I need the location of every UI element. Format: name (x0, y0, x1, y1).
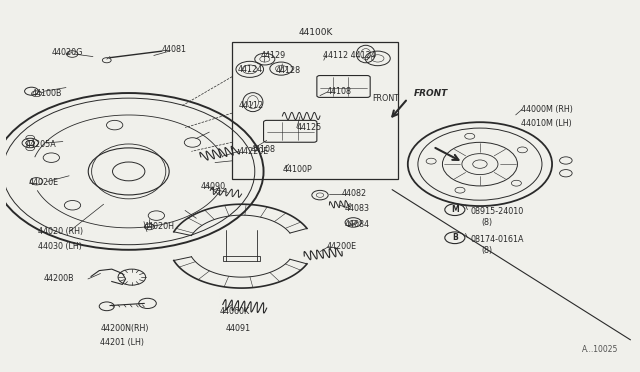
Text: 44220E: 44220E (239, 147, 269, 156)
Text: (8): (8) (482, 246, 493, 256)
Text: 44200E: 44200E (326, 242, 356, 251)
Text: 44128: 44128 (276, 65, 301, 74)
Text: 44100P: 44100P (282, 165, 312, 174)
Text: M: M (451, 205, 459, 214)
Text: 44082: 44082 (342, 189, 367, 198)
Text: 44108: 44108 (251, 145, 276, 154)
Text: 44030 (LH): 44030 (LH) (38, 242, 82, 251)
Text: 44090: 44090 (201, 182, 226, 190)
Text: 44200N(RH): 44200N(RH) (100, 324, 149, 333)
Text: B: B (452, 233, 458, 242)
Text: 44112 44124: 44112 44124 (323, 51, 376, 60)
Text: 44020H: 44020H (143, 222, 174, 231)
Text: FRONT: FRONT (414, 89, 449, 97)
Text: (8): (8) (482, 218, 493, 227)
Text: 44108: 44108 (326, 87, 351, 96)
Text: 44010M (LH): 44010M (LH) (521, 119, 572, 128)
Text: 44020G: 44020G (52, 48, 83, 57)
Text: 44100B: 44100B (31, 89, 62, 97)
Text: 44205A: 44205A (25, 140, 56, 148)
Text: 44200B: 44200B (44, 275, 75, 283)
Text: 44201 (LH): 44201 (LH) (100, 337, 145, 347)
Text: 44124: 44124 (237, 65, 262, 74)
Text: 44100K: 44100K (298, 28, 333, 36)
Text: A...10025: A...10025 (582, 346, 618, 355)
Text: 44125: 44125 (296, 123, 321, 132)
Text: 44020 (RH): 44020 (RH) (38, 227, 83, 236)
Text: 44129: 44129 (260, 51, 285, 60)
Text: 44060K: 44060K (220, 307, 250, 316)
Text: 44084: 44084 (345, 220, 370, 229)
Text: 44000M (RH): 44000M (RH) (521, 105, 573, 114)
Bar (223, 256, 260, 262)
Text: 44020E: 44020E (28, 178, 58, 187)
Text: 44081: 44081 (162, 45, 187, 54)
Text: FRONT: FRONT (372, 94, 399, 103)
Text: 44083: 44083 (345, 204, 370, 213)
Text: 08174-0161A: 08174-0161A (470, 235, 524, 244)
Bar (232, 42, 398, 179)
Text: 44112: 44112 (239, 101, 264, 110)
Text: 08915-24010: 08915-24010 (470, 207, 524, 216)
Text: 44091: 44091 (226, 324, 251, 333)
